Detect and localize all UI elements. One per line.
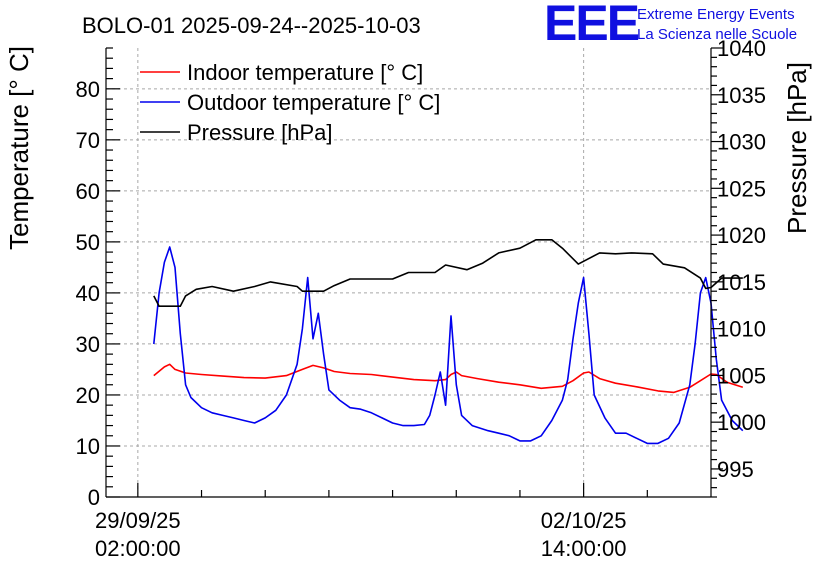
y-axis-title: Temperature [° C] xyxy=(4,46,34,250)
series-line-1 xyxy=(153,246,744,445)
y-tick-label: 0 xyxy=(88,485,100,510)
y2-tick-label: 1010 xyxy=(717,317,766,342)
y2-tick-label: 1035 xyxy=(717,83,766,108)
y2-tick-label: 1020 xyxy=(717,223,766,248)
series-line-0 xyxy=(153,363,744,394)
legend-label-1: Outdoor temperature [° C] xyxy=(187,90,440,115)
y-tick-label: 50 xyxy=(76,230,100,255)
x-tick-label-time: 14:00:00 xyxy=(541,536,627,561)
x-tick-label-date: 02/10/25 xyxy=(541,508,627,533)
y2-tick-label: 1000 xyxy=(717,410,766,435)
x-tick-label-date: 29/09/25 xyxy=(95,508,181,533)
eee-logo-line2: La Scienza nelle Scuole xyxy=(637,26,797,43)
y-tick-label: 30 xyxy=(76,332,100,357)
y2-tick-label: 1040 xyxy=(717,36,766,61)
chart-title: BOLO-01 2025-09-24--2025-10-03 xyxy=(82,13,421,38)
series-line-2 xyxy=(153,239,743,308)
legend: Indoor temperature [° C] Outdoor temperat… xyxy=(140,60,440,145)
grid xyxy=(106,48,711,497)
y2-tick-label: 1005 xyxy=(717,363,766,388)
y-tick-label: 20 xyxy=(76,383,100,408)
legend-label-0: Indoor temperature [° C] xyxy=(187,60,423,85)
y2-tick-label: 1030 xyxy=(717,130,766,155)
y-tick-label: 10 xyxy=(76,434,100,459)
axes: 0102030405060708099510001005101010151020… xyxy=(76,36,766,561)
y-tick-label: 80 xyxy=(76,77,100,102)
y-tick-label: 40 xyxy=(76,281,100,306)
eee-logo-mark: EEE xyxy=(544,0,639,51)
y2-tick-label: 995 xyxy=(717,457,754,482)
y-tick-label: 70 xyxy=(76,128,100,153)
y2-axis-title: Pressure [hPa] xyxy=(782,62,812,234)
x-tick-label-time: 02:00:00 xyxy=(95,536,181,561)
y2-tick-label: 1025 xyxy=(717,176,766,201)
y-tick-label: 60 xyxy=(76,179,100,204)
series-group xyxy=(153,239,744,445)
eee-logo-line1: Extreme Energy Events xyxy=(637,6,795,23)
eee-logo: EEE Extreme Energy Events La Scienza nel… xyxy=(544,0,797,51)
legend-label-2: Pressure [hPa] xyxy=(187,120,333,145)
y2-tick-label: 1015 xyxy=(717,270,766,295)
